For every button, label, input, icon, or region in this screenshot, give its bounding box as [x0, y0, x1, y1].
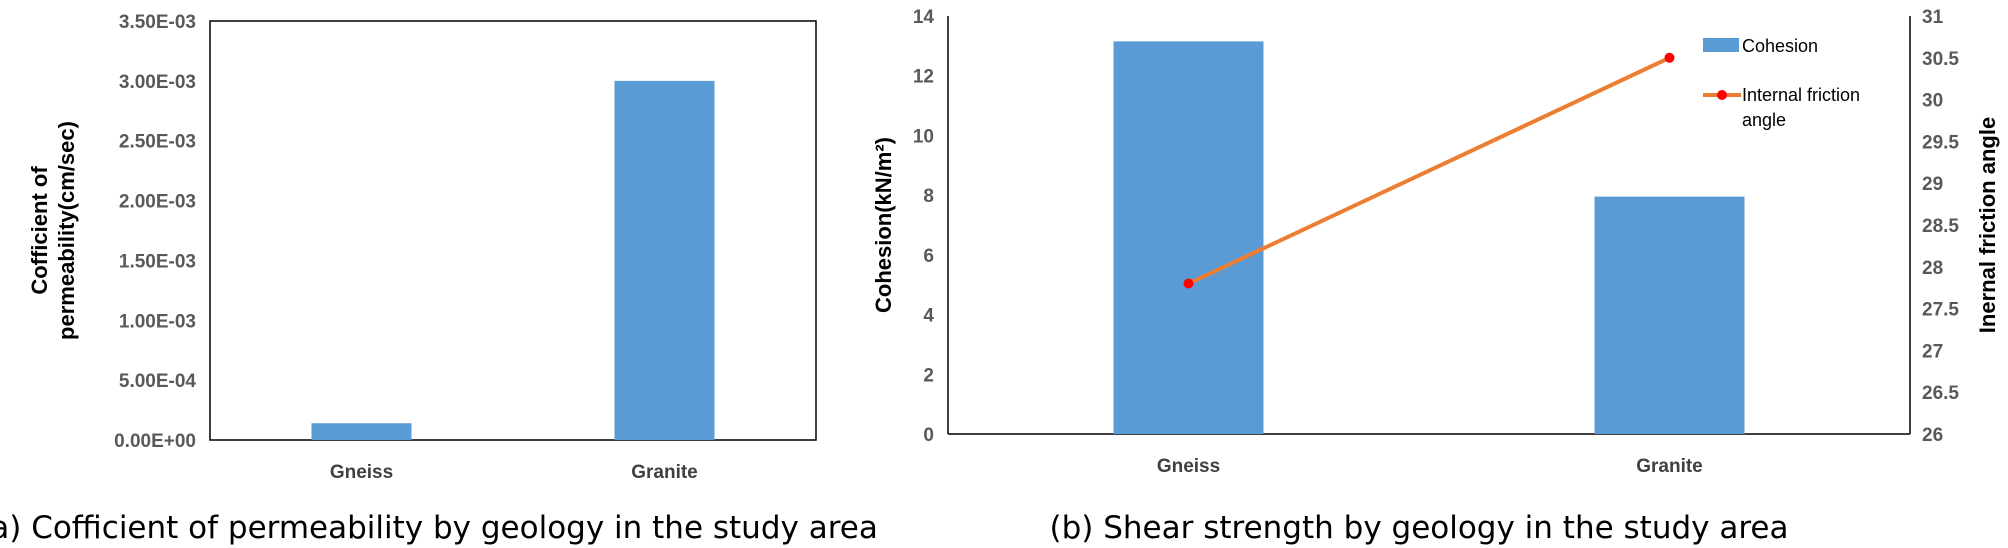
bar-granite — [614, 80, 715, 440]
caption-a: (a) Cofficient of permeability by geolog… — [0, 510, 878, 546]
left-y-tick-label: 6 — [923, 246, 934, 267]
right-y-tick-label: 26 — [1922, 425, 1943, 446]
y-axis-label-line2: permeability(cm/sec) — [54, 121, 79, 340]
right-y-tick-label: 26.5 — [1922, 383, 1959, 404]
right-y-tick-label: 31 — [1922, 7, 1944, 28]
right-y-tick-label: 28 — [1922, 258, 1943, 279]
left-y-tick-label: 2 — [923, 365, 934, 386]
legend-label-friction-line2: angle — [1742, 110, 1786, 130]
right-y-tick-label: 27.5 — [1922, 300, 1959, 321]
left-y-axis-label: Cohesion(kN/m²) — [871, 137, 896, 313]
x-tick-label: Gneiss — [1157, 456, 1220, 477]
right-y-tick-label: 28.5 — [1922, 216, 1959, 237]
cohesion-bar-gneiss — [1113, 41, 1264, 434]
caption-b: (b) Shear strength by geology in the stu… — [1050, 510, 1789, 546]
x-tick-label: Granite — [631, 462, 698, 483]
y-axis-label-line1: Cofficient of — [27, 166, 52, 295]
left-y-tick-label: 12 — [913, 67, 934, 88]
right-y-tick-label: 30 — [1922, 91, 1943, 112]
bar-gneiss — [311, 423, 412, 440]
legend-label-cohesion: Cohesion — [1742, 36, 1818, 56]
y-tick-label: 0.00E+00 — [114, 431, 196, 452]
left-y-tick-label: 4 — [923, 306, 934, 327]
legend-label-friction-line1: Internal friction — [1742, 85, 1860, 105]
left-y-tick-label: 14 — [913, 7, 935, 28]
y-tick-label: 3.50E-03 — [119, 12, 196, 33]
x-tick-label: Gneiss — [330, 462, 393, 483]
y-tick-label: 2.00E-03 — [119, 192, 196, 213]
legend-swatch-friction-marker — [1717, 90, 1727, 100]
x-tick-label: Granite — [1636, 456, 1703, 477]
y-tick-label: 1.00E-03 — [119, 311, 196, 332]
right-y-tick-label: 30.5 — [1922, 49, 1959, 70]
right-y-axis-label: Inernal friction angle — [1975, 117, 2000, 333]
y-tick-label: 3.00E-03 — [119, 72, 196, 93]
right-y-tick-label: 27 — [1922, 341, 1943, 362]
y-tick-label: 1.50E-03 — [119, 251, 196, 272]
y-tick-label: 5.00E-04 — [119, 371, 197, 392]
friction-angle-point — [1664, 52, 1675, 63]
legend-swatch-cohesion — [1703, 38, 1739, 52]
left-y-tick-label: 8 — [923, 186, 934, 207]
left-y-tick-label: 10 — [913, 126, 934, 147]
friction-angle-point — [1183, 278, 1194, 289]
cohesion-bar-granite — [1594, 196, 1745, 434]
y-tick-label: 2.50E-03 — [119, 132, 196, 153]
plot-area-frame — [209, 20, 817, 441]
left-y-tick-label: 0 — [923, 425, 934, 446]
friction-angle-line — [1187, 55, 1671, 286]
right-y-tick-label: 29.5 — [1922, 132, 1959, 153]
right-y-tick-label: 29 — [1922, 174, 1943, 195]
